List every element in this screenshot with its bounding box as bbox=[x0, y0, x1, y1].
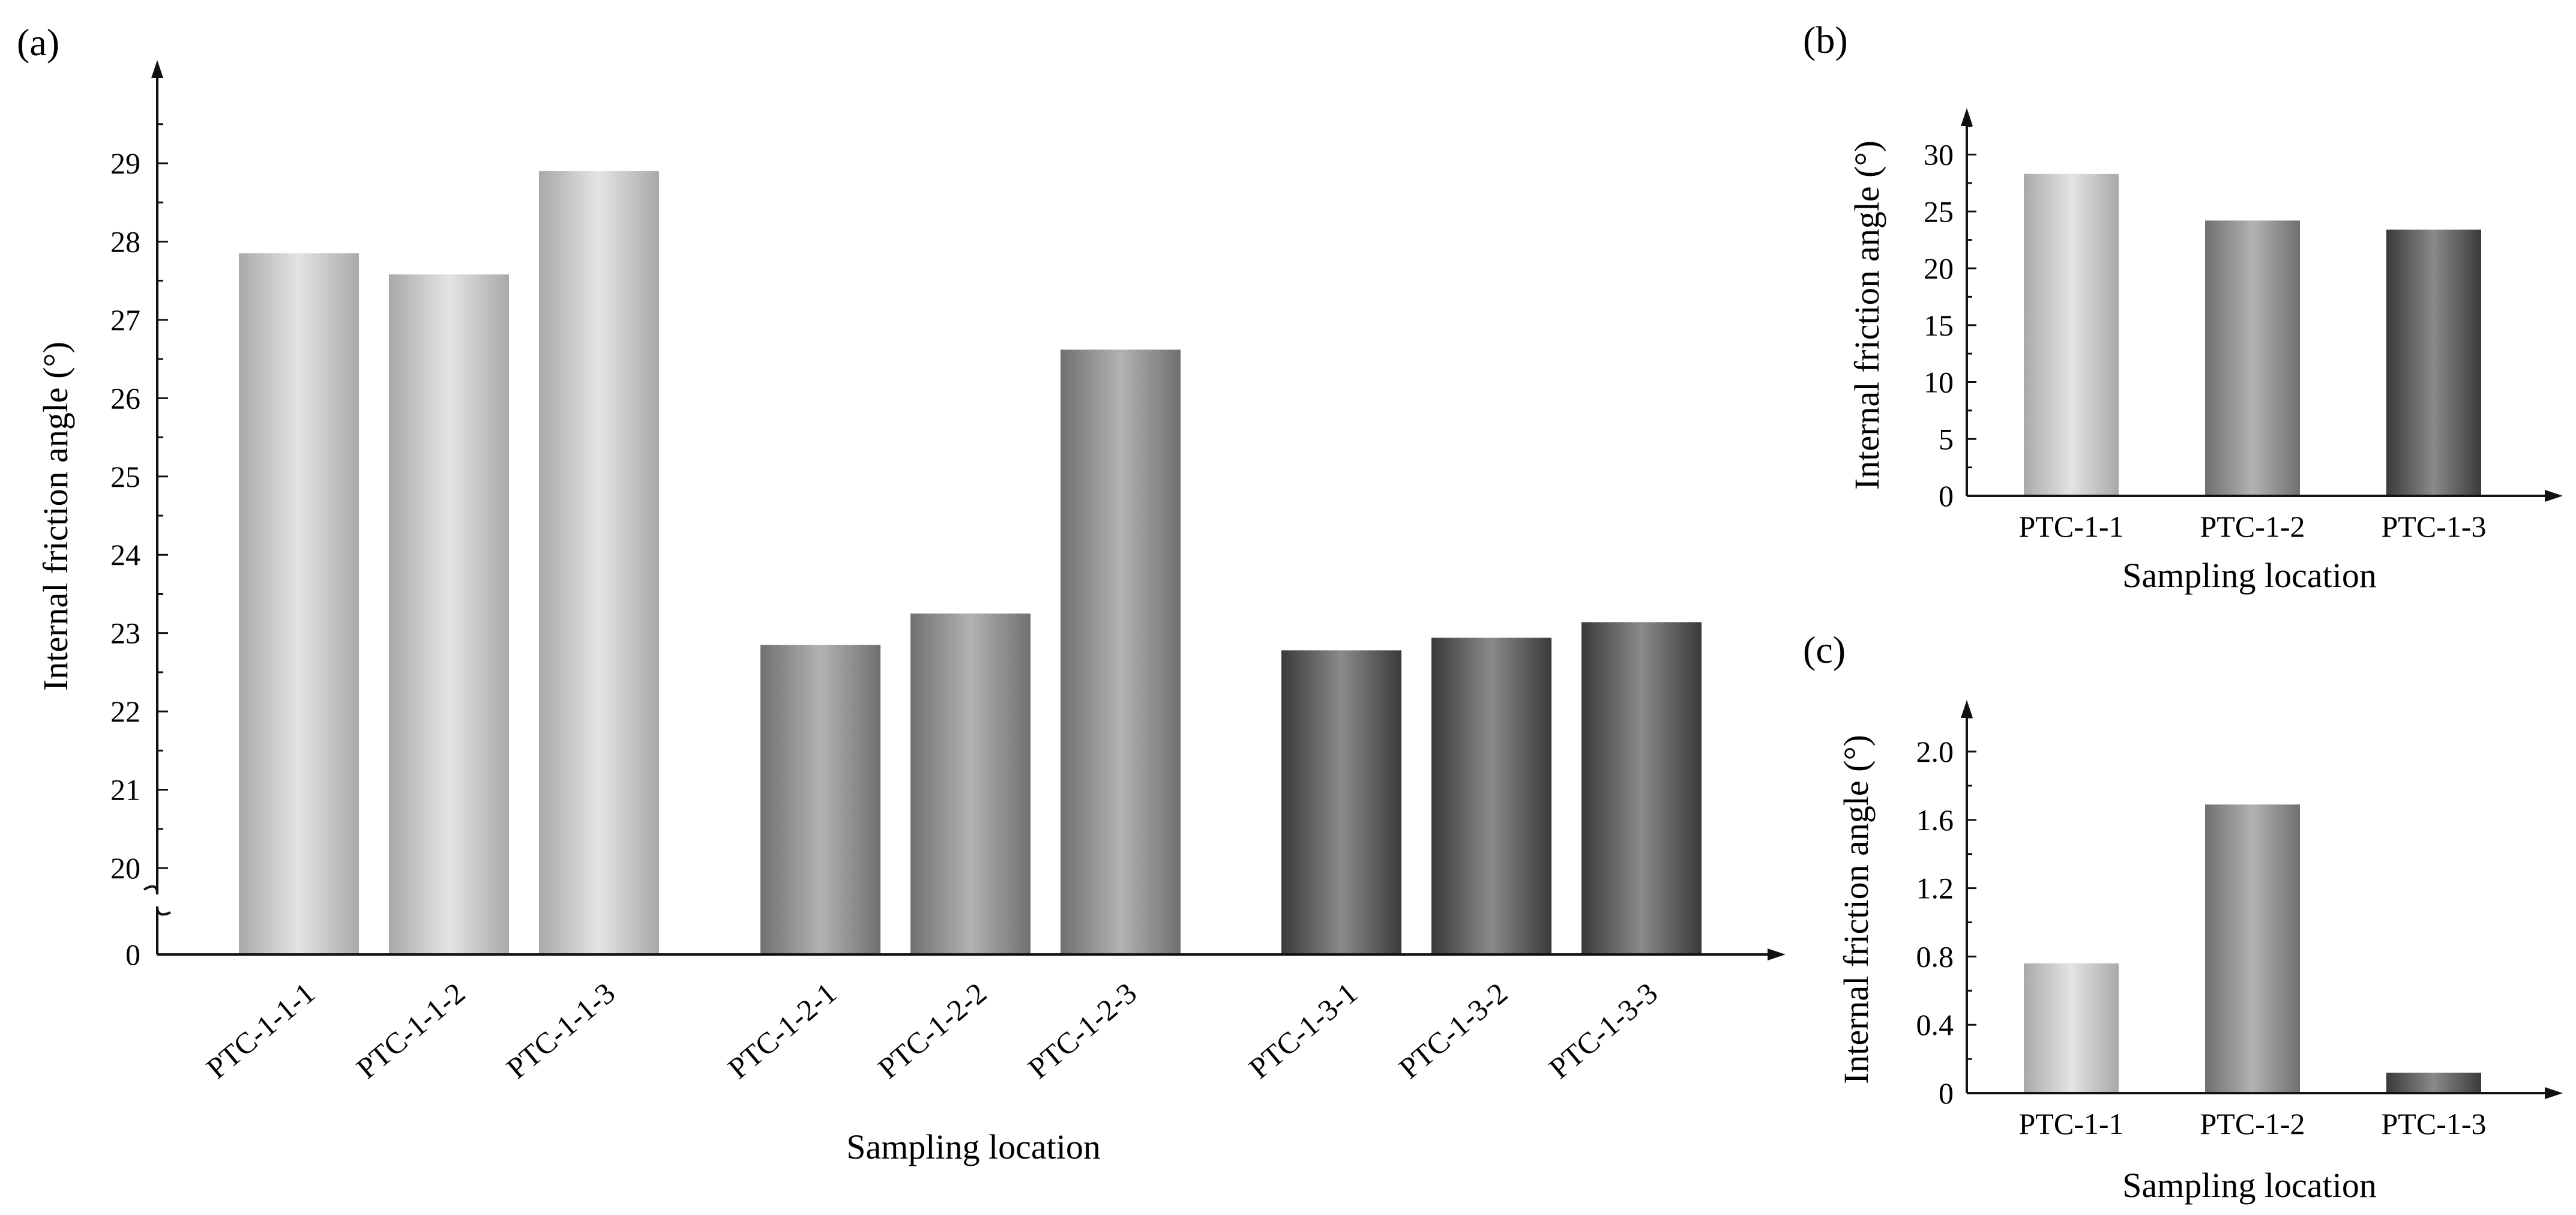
panel-c-label: (c) bbox=[1803, 629, 1846, 671]
panel-a-x-tick-label: PTC-1-3-1 bbox=[1242, 976, 1364, 1085]
panel-b-label: (b) bbox=[1803, 19, 1848, 61]
panel-b-y-tick-label: 30 bbox=[1924, 138, 1954, 172]
panel-a-bar-ptc-1-3-2 bbox=[1431, 638, 1551, 954]
chart-panel-a: (a) 0 20 21 22 23 24 25 26 27 28 29 PTC-1-1-1 PTC-1… bbox=[17, 21, 1786, 1166]
panel-b-y-axis-arrow bbox=[1961, 108, 1973, 126]
panel-c-y-tick-label: 1.6 bbox=[1916, 803, 1954, 837]
panel-b-y-tick-label: 0 bbox=[1939, 479, 1954, 513]
panel-a-x-tick-label: PTC-1-1-2 bbox=[350, 976, 471, 1085]
panel-a-x-tick-label: PTC-1-3-3 bbox=[1542, 976, 1664, 1085]
panel-b-y-tick-label: 25 bbox=[1924, 194, 1954, 228]
panel-b-bar-ptc-1-1 bbox=[2024, 173, 2119, 496]
panel-a-x-axis-title: Sampling location bbox=[846, 1127, 1101, 1166]
panel-a-x-tick-label: PTC-1-2-3 bbox=[1022, 976, 1143, 1085]
panel-a-y-tick-label: 27 bbox=[110, 303, 140, 337]
panel-b-x-axis-arrow bbox=[2545, 490, 2563, 502]
panel-a-y-tick-label: 21 bbox=[110, 773, 140, 807]
panel-a-y-tick-label: 25 bbox=[110, 460, 140, 493]
panel-c-x-tick-label: PTC-1-1 bbox=[2019, 1107, 2124, 1141]
panel-a-axes bbox=[143, 60, 1786, 960]
panel-a-bar-ptc-1-2-1 bbox=[760, 645, 880, 954]
panel-a-y-tick-label: 23 bbox=[110, 617, 140, 650]
panel-b-x-axis-title: Sampling location bbox=[2122, 556, 2377, 595]
panel-b-axes bbox=[1961, 108, 2563, 502]
panel-a-x-tick-label: PTC-1-1-3 bbox=[500, 976, 621, 1085]
panel-c-y-axis-arrow bbox=[1961, 700, 1973, 718]
panel-b-y-tick-label: 20 bbox=[1924, 252, 1954, 285]
panel-a-y-axis-title: Internal friction angle (°) bbox=[36, 342, 75, 691]
panel-a-y-tick-label: 26 bbox=[110, 381, 140, 415]
panel-c-y-tick-label: 1.2 bbox=[1916, 872, 1954, 905]
panel-a-x-tick-label: PTC-1-2-1 bbox=[721, 976, 843, 1085]
panel-a-bar-ptc-1-1-3 bbox=[539, 171, 659, 954]
panel-c-bar-ptc-1-3 bbox=[2386, 1072, 2481, 1093]
panel-c-bar-ptc-1-1 bbox=[2024, 963, 2119, 1093]
chart-panel-b: (b) 0 5 10 15 20 25 30 PTC-1-1 PTC-1-2 PTC-1-3 I… bbox=[1803, 19, 2563, 595]
panel-b-y-axis-title: Internal friction angle (°) bbox=[1847, 140, 1886, 490]
panel-b-x-tick-label: PTC-1-2 bbox=[2200, 510, 2305, 543]
panel-a-bar-ptc-1-3-3 bbox=[1581, 622, 1702, 954]
panel-a-bar-ptc-1-1-2 bbox=[389, 274, 509, 955]
panel-a-y-axis-arrow bbox=[151, 60, 163, 78]
chart-panel-c: (c) 0 0.4 0.8 1.2 1.6 2.0 PTC-1-1 PTC-1-2 PTC-1… bbox=[1803, 629, 2563, 1205]
panel-b-x-tick-label: PTC-1-3 bbox=[2382, 510, 2487, 543]
panel-a-y-tick-label: 22 bbox=[110, 695, 140, 728]
panel-c-axes bbox=[1961, 700, 2563, 1099]
panel-c-y-tick-label: 2.0 bbox=[1916, 735, 1954, 768]
panel-a-y-tick-label: 0 bbox=[125, 938, 140, 971]
panel-b-y-tick-label: 10 bbox=[1924, 366, 1954, 399]
panel-c-y-tick-label: 0.8 bbox=[1916, 939, 1954, 973]
panel-a-x-tick-label: PTC-1-2-2 bbox=[871, 976, 993, 1085]
panel-a-y-tick-label: 28 bbox=[110, 225, 140, 258]
panel-a-bar-ptc-1-1-1 bbox=[239, 253, 359, 954]
panel-c-x-axis-title: Sampling location bbox=[2122, 1166, 2377, 1205]
panel-c-x-axis-arrow bbox=[2545, 1087, 2563, 1099]
panel-a-y-tick-label: 20 bbox=[110, 851, 140, 885]
panel-c-y-tick-label: 0 bbox=[1939, 1076, 1954, 1110]
panel-c-bar-ptc-1-2 bbox=[2205, 804, 2300, 1093]
panel-b-bar-ptc-1-2 bbox=[2205, 220, 2300, 496]
panel-a-bar-ptc-1-2-2 bbox=[910, 614, 1031, 954]
panel-a-axis-break bbox=[143, 885, 171, 916]
panel-a-y-tick-label: 29 bbox=[110, 146, 140, 180]
panel-b-bar-ptc-1-3 bbox=[2386, 229, 2481, 496]
panel-a-label: (a) bbox=[17, 21, 59, 64]
panel-b-x-tick-label: PTC-1-1 bbox=[2019, 510, 2124, 543]
panel-a-x-tick-label: PTC-1-1-1 bbox=[200, 976, 321, 1085]
panel-a-bar-ptc-1-2-3 bbox=[1061, 349, 1181, 954]
panel-c-x-tick-label: PTC-1-2 bbox=[2200, 1107, 2305, 1141]
panel-a-x-tick-label: PTC-1-3-2 bbox=[1392, 976, 1514, 1085]
panel-c-x-tick-label: PTC-1-3 bbox=[2382, 1107, 2487, 1141]
panel-b-y-tick-label: 15 bbox=[1924, 309, 1954, 342]
panel-a-y-tick-label: 24 bbox=[110, 538, 140, 571]
panel-a-bar-ptc-1-3-1 bbox=[1281, 650, 1401, 954]
panel-c-y-tick-label: 0.4 bbox=[1916, 1008, 1954, 1042]
panel-b-y-tick-label: 5 bbox=[1939, 422, 1954, 456]
panel-c-y-axis-title: Internal friction angle (°) bbox=[1837, 735, 1876, 1084]
panel-a-x-axis-arrow bbox=[1768, 948, 1786, 960]
